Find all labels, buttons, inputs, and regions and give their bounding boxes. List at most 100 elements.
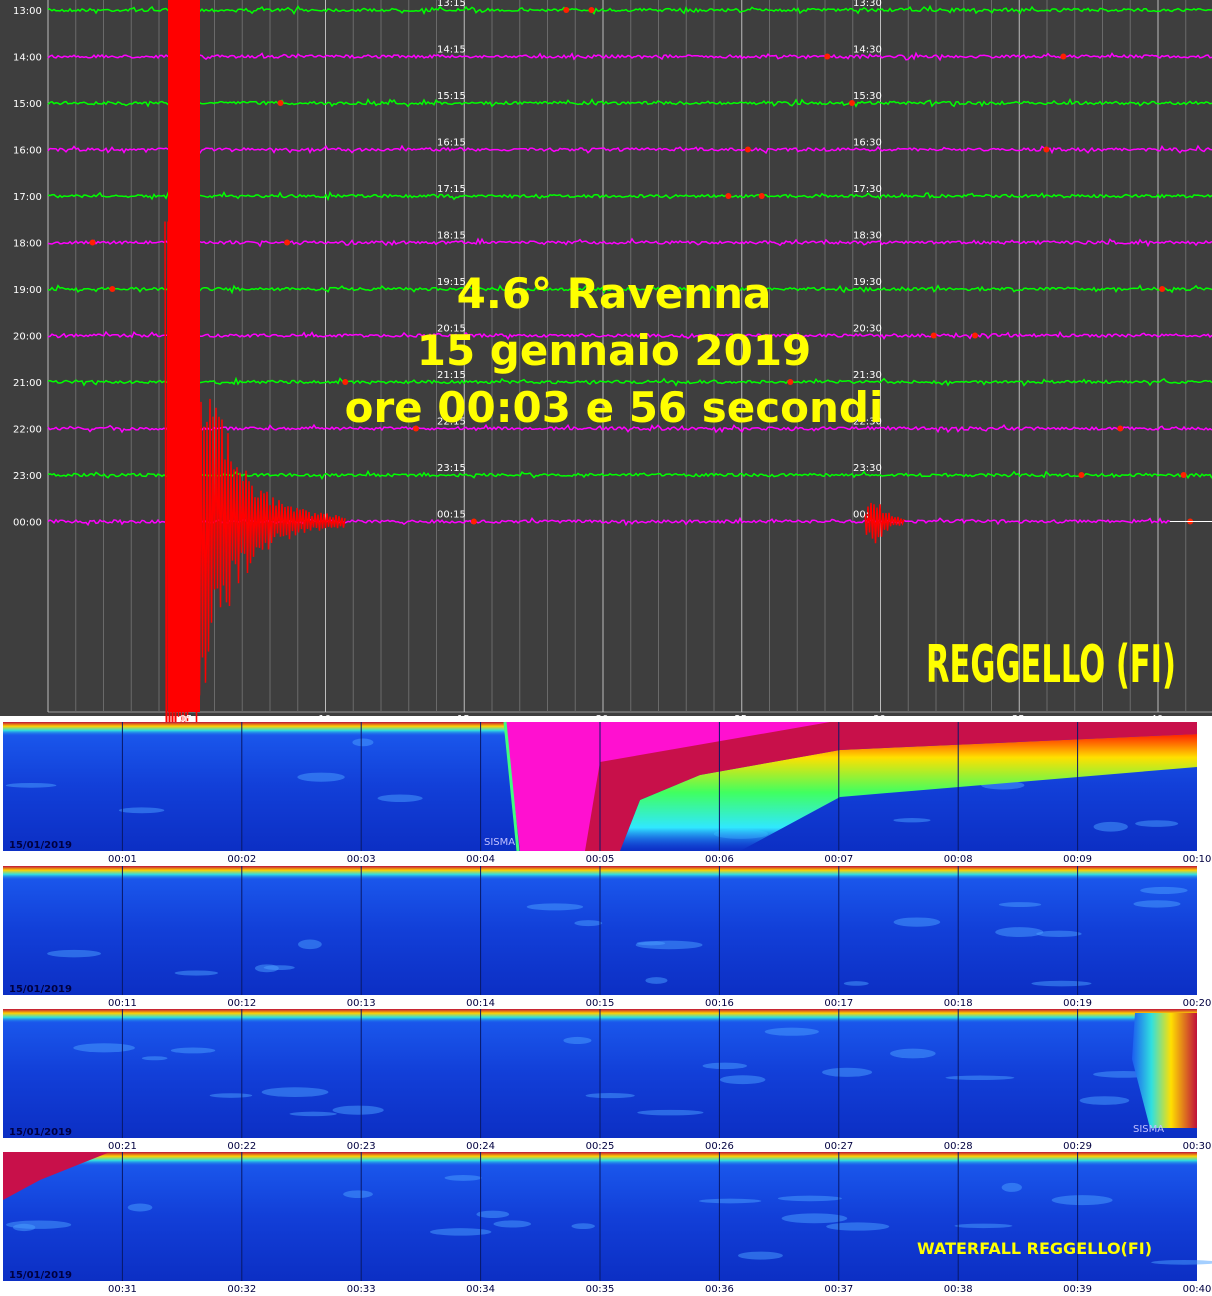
noise xyxy=(1051,1195,1113,1206)
spike-dot xyxy=(787,379,794,385)
row-label: 19:00 xyxy=(13,285,42,296)
noise xyxy=(737,1251,783,1260)
noise xyxy=(476,1210,510,1218)
spike-dot xyxy=(971,332,978,339)
panel-date: 15/01/2019 xyxy=(9,840,72,851)
noise xyxy=(289,1111,337,1117)
noise xyxy=(377,794,423,802)
noise xyxy=(826,1222,890,1231)
noise xyxy=(1093,821,1128,832)
noise xyxy=(141,1056,168,1061)
noise xyxy=(995,927,1044,938)
noise xyxy=(1079,1096,1130,1105)
x-axis-label: 40 xyxy=(1151,714,1164,725)
noise xyxy=(893,818,931,823)
quake-energy xyxy=(3,1152,110,1200)
time-label: 00:01 xyxy=(108,854,137,865)
spike-dot xyxy=(277,100,284,106)
quake-edge xyxy=(503,721,520,852)
trace xyxy=(47,144,1212,155)
trace xyxy=(47,97,1212,108)
spike-dot xyxy=(470,518,477,525)
noise xyxy=(781,1213,848,1224)
noise xyxy=(1133,900,1181,908)
noise xyxy=(637,1109,704,1116)
noise xyxy=(636,941,666,946)
time-label: 00:15 xyxy=(586,998,615,1009)
time-label: 00:20 xyxy=(1183,998,1212,1009)
noise xyxy=(332,1105,384,1115)
noise xyxy=(998,902,1042,908)
trace xyxy=(47,4,1212,16)
noise xyxy=(254,964,279,973)
trace xyxy=(47,284,1212,295)
spike-dot xyxy=(725,193,732,199)
right-label: 16:30 xyxy=(853,138,882,149)
noise xyxy=(343,1190,373,1199)
labels: 13:00 13:15 13:30 14:00 14:15 14:30 15:00 15:15… xyxy=(13,0,1163,725)
noise xyxy=(444,1174,482,1181)
noise xyxy=(893,917,941,927)
mid-label: 13:15 xyxy=(437,0,466,9)
row-label: 18:00 xyxy=(13,239,42,250)
mid-label: 20:15 xyxy=(437,324,466,335)
noise xyxy=(174,970,219,976)
noise xyxy=(298,939,322,950)
time-label: 00:07 xyxy=(824,854,853,865)
noise xyxy=(47,949,101,958)
time-label: 00:29 xyxy=(1063,1141,1092,1152)
time-label: 00:09 xyxy=(1063,854,1092,865)
time-label: 00:31 xyxy=(108,1284,137,1295)
mid-label: 16:15 xyxy=(437,138,466,149)
right-label: 21:30 xyxy=(853,370,882,381)
row-label: 00:00 xyxy=(13,518,42,529)
noise xyxy=(777,1195,842,1202)
time-label: 00:08 xyxy=(944,854,973,865)
noise xyxy=(5,782,57,788)
x-axis-label: 35 xyxy=(1012,714,1025,725)
right-label: 22:30 xyxy=(853,417,882,428)
mid-label: 18:15 xyxy=(437,231,466,242)
noise xyxy=(429,1228,492,1236)
time-label: 00:39 xyxy=(1063,1284,1092,1295)
x-axis-label: 15 xyxy=(457,714,470,725)
spike-dot xyxy=(89,239,96,246)
spike-dot xyxy=(109,286,116,292)
mid-label: 21:15 xyxy=(437,370,466,381)
time-label: 00:13 xyxy=(347,998,376,1009)
right-label: 20:30 xyxy=(853,324,882,335)
trace xyxy=(47,469,1212,481)
time-label: 00:12 xyxy=(227,998,256,1009)
annotation-line: ore 00:03 e 56 secondi xyxy=(345,383,884,432)
spike-dot xyxy=(563,7,570,13)
noise xyxy=(585,1093,635,1099)
quake-energy xyxy=(505,722,1197,851)
time-label: 00:38 xyxy=(944,1284,973,1295)
noise xyxy=(493,1220,532,1228)
noise xyxy=(73,1043,135,1053)
spike-dot xyxy=(930,332,937,339)
noise xyxy=(698,1198,762,1204)
noise xyxy=(1140,886,1188,894)
spike-dot xyxy=(342,379,349,385)
right-label: 18:30 xyxy=(853,231,882,242)
noise xyxy=(719,1075,766,1085)
time-label: 00:34 xyxy=(466,1284,495,1295)
waterfall-panel: 15/01/2019 00:21 00:22 00:23 00:24 00:25 00:26… xyxy=(3,1009,1211,1152)
noise xyxy=(352,738,374,747)
time-label: 00:19 xyxy=(1063,998,1092,1009)
panel-date: 15/01/2019 xyxy=(9,1270,72,1281)
right-label: 17:30 xyxy=(853,184,882,195)
noise xyxy=(1001,1182,1022,1192)
time-label: 00:17 xyxy=(824,998,853,1009)
row-label: 23:00 xyxy=(13,471,42,482)
noise xyxy=(1036,930,1082,938)
spike-dot xyxy=(1180,472,1187,478)
time-label: 00:04 xyxy=(466,854,495,865)
noise xyxy=(645,977,668,984)
annotation: 4.6° Ravenna 15 gennaio 2019 ore 00:03 e 5… xyxy=(345,269,1176,695)
time-label: 00:18 xyxy=(944,998,973,1009)
grid xyxy=(47,0,1187,712)
time-label: 00:32 xyxy=(227,1284,256,1295)
